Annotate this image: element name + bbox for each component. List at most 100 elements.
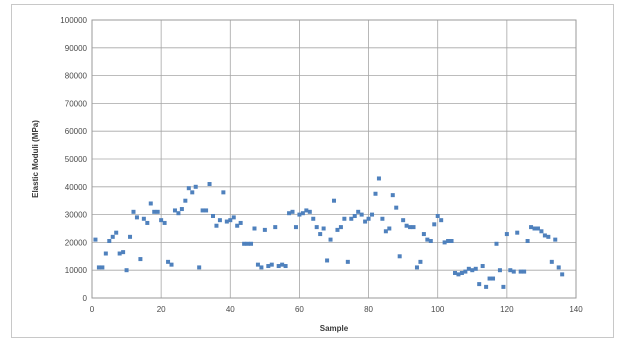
data-point [152, 209, 157, 214]
x-tick-label: 60 [295, 305, 304, 314]
data-point [553, 237, 558, 242]
data-point [200, 208, 205, 213]
data-point [211, 213, 215, 218]
x-tick-label: 140 [569, 305, 583, 314]
plot-area-border [91, 19, 577, 299]
data-point [535, 226, 540, 231]
data-point [128, 234, 133, 239]
data-point [300, 211, 305, 216]
data-point [491, 276, 496, 281]
y-tick-label: 40000 [65, 183, 88, 192]
data-point [525, 239, 530, 244]
data-point [560, 272, 565, 277]
x-tick-label: 20 [157, 305, 166, 314]
data-point [511, 269, 516, 274]
data-point [262, 227, 267, 232]
data-point [318, 232, 323, 237]
y-tick-label: 10000 [65, 266, 88, 275]
data-point [532, 226, 537, 231]
data-point [352, 213, 357, 218]
data-point [273, 225, 278, 230]
data-point [473, 266, 478, 271]
data-point [349, 216, 354, 221]
data-point [204, 208, 209, 213]
y-tick-label: 30000 [65, 211, 88, 220]
data-points [93, 176, 565, 289]
data-point [373, 191, 378, 196]
x-tick-label: 0 [90, 305, 95, 314]
x-axis-ticks: 0 20 40 60 80 100 120 140 [90, 305, 583, 314]
data-point [148, 201, 153, 206]
data-point [145, 220, 150, 225]
data-point [186, 186, 191, 191]
data-point [504, 232, 509, 237]
data-point [166, 259, 171, 264]
data-point [207, 182, 212, 187]
data-point [359, 212, 364, 217]
y-tick-label: 20000 [65, 238, 88, 247]
data-point [425, 237, 430, 242]
data-point [283, 264, 288, 269]
data-point [224, 219, 229, 224]
data-point [276, 264, 281, 269]
x-tick-label: 100 [431, 305, 445, 314]
data-point [172, 208, 177, 213]
data-point [515, 230, 520, 235]
y-tick-label: 100000 [60, 16, 87, 25]
chart-area [11, 4, 614, 338]
data-point [287, 211, 292, 216]
data-point [100, 265, 105, 270]
data-point [314, 225, 319, 230]
data-point [159, 218, 164, 223]
data-point [117, 251, 122, 256]
data-point [345, 259, 350, 264]
data-point [162, 220, 167, 225]
data-point [96, 265, 101, 270]
y-axis-title: Elastic Moduli (MPa) [31, 120, 40, 198]
data-point [449, 239, 454, 244]
data-point [249, 241, 254, 246]
data-point [394, 205, 399, 210]
data-point [522, 269, 527, 274]
data-point [325, 258, 330, 263]
data-point [366, 216, 371, 221]
data-point [335, 227, 340, 232]
data-point [466, 266, 471, 271]
data-point [311, 216, 316, 221]
data-point [217, 218, 222, 223]
data-point [176, 211, 181, 216]
data-point [138, 257, 143, 262]
data-point [269, 262, 274, 267]
data-point [497, 268, 502, 273]
data-point [266, 264, 271, 269]
data-point [121, 250, 126, 255]
data-point [255, 262, 260, 267]
data-point [480, 264, 485, 269]
data-point [542, 233, 547, 238]
data-point [397, 254, 402, 259]
data-point [134, 215, 139, 220]
data-point [546, 234, 551, 239]
data-point [435, 213, 440, 218]
data-point [477, 282, 482, 287]
data-point [529, 225, 534, 230]
data-point [380, 216, 385, 221]
data-point [556, 265, 561, 270]
data-point [390, 193, 395, 198]
data-point [332, 198, 336, 203]
y-tick-label: 0 [83, 294, 88, 303]
data-point [501, 284, 506, 289]
data-point [463, 269, 468, 274]
data-point [387, 226, 392, 231]
x-tick-label: 120 [500, 305, 514, 314]
data-point [518, 269, 523, 274]
data-point [508, 268, 513, 273]
data-point [456, 272, 461, 277]
data-point [124, 268, 129, 273]
data-point [446, 239, 451, 244]
data-point [242, 241, 247, 246]
data-point [383, 229, 388, 234]
data-point [307, 209, 312, 214]
y-tick-label: 60000 [65, 127, 88, 136]
data-point [470, 268, 475, 273]
